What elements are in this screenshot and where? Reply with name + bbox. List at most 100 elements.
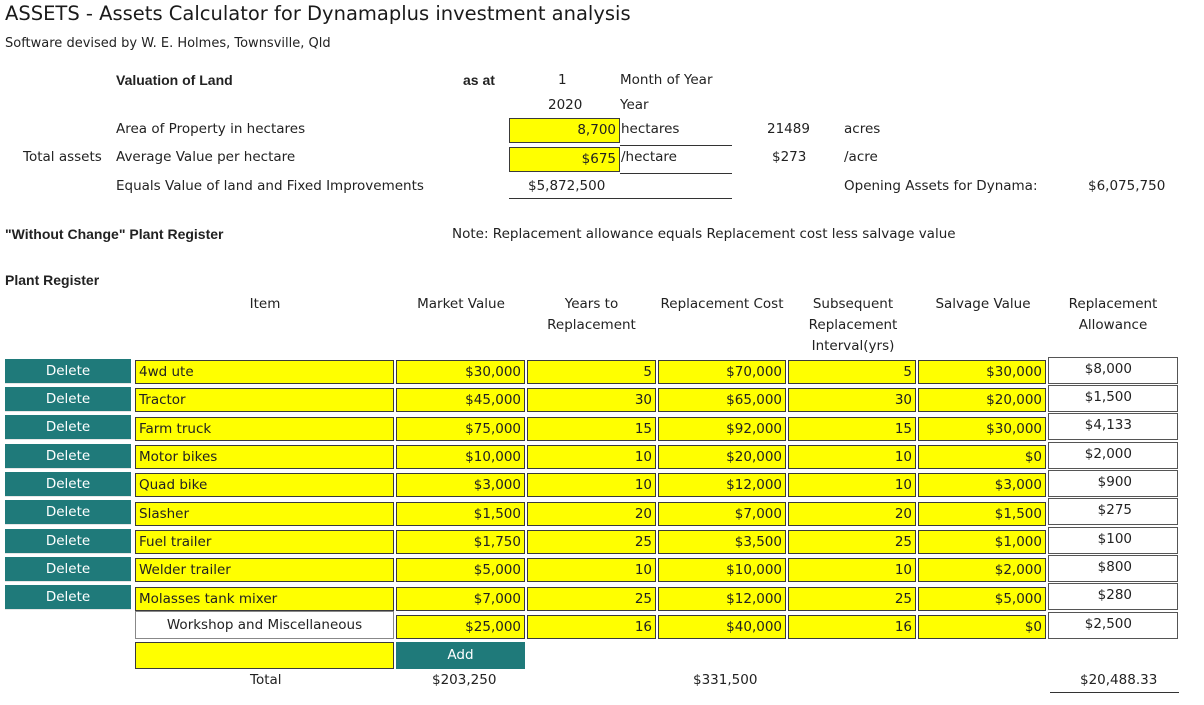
years-input[interactable]: 25 [527, 587, 656, 611]
delete-button[interactable]: Delete [5, 472, 131, 497]
area-unit: hectares [621, 121, 680, 137]
salvage-value-input[interactable]: $3,000 [918, 473, 1046, 497]
replacement-cost-input[interactable]: $7,000 [658, 502, 786, 526]
delete-button[interactable]: Delete [5, 387, 131, 412]
years-input[interactable]: 20 [527, 502, 656, 526]
delete-button[interactable]: Delete [5, 415, 131, 440]
year-value: 2020 [548, 97, 583, 113]
years-input[interactable]: 30 [527, 388, 656, 412]
valuation-heading: Valuation of Land [116, 72, 233, 88]
col-interval-header-2: Replacement [808, 317, 898, 333]
market-value-input[interactable]: $7,000 [396, 587, 525, 611]
col-allowance-header-1: Replacement [1068, 296, 1158, 312]
workshop-interval-input[interactable]: 16 [788, 615, 916, 639]
interval-input[interactable]: 25 [788, 587, 916, 611]
salvage-value-input[interactable]: $20,000 [918, 388, 1046, 412]
workshop-salvage-input[interactable]: $0 [918, 615, 1046, 639]
interval-input[interactable]: 5 [788, 360, 916, 384]
workshop-allowance-cell: $2,500 [1048, 612, 1178, 639]
delete-button[interactable]: Delete [5, 529, 131, 554]
replacement-cost-input[interactable]: $20,000 [658, 445, 786, 469]
years-input[interactable]: 10 [527, 473, 656, 497]
replacement-cost-input[interactable]: $92,000 [658, 417, 786, 441]
interval-input[interactable]: 20 [788, 502, 916, 526]
add-button[interactable]: Add [396, 642, 525, 669]
years-input[interactable]: 5 [527, 360, 656, 384]
years-input[interactable]: 25 [527, 530, 656, 554]
workshop-years-input[interactable]: 16 [527, 615, 656, 639]
salvage-value-input[interactable]: $2,000 [918, 558, 1046, 582]
delete-button[interactable]: Delete [5, 557, 131, 582]
item-name-input[interactable]: Quad bike [135, 473, 394, 497]
market-value-input[interactable]: $1,750 [396, 530, 525, 554]
workshop-label: Workshop and Miscellaneous [135, 611, 394, 639]
app-subtitle: Software devised by W. E. Holmes, Townsv… [5, 36, 331, 51]
item-name-input[interactable]: Tractor [135, 388, 394, 412]
area-acres: 21489 [767, 121, 810, 137]
market-value-input[interactable]: $1,500 [396, 502, 525, 526]
month-value: 1 [558, 72, 567, 88]
replacement-cost-input[interactable]: $70,000 [658, 360, 786, 384]
salvage-value-input[interactable]: $30,000 [918, 417, 1046, 441]
interval-input[interactable]: 15 [788, 417, 916, 441]
market-value-input[interactable]: $30,000 [396, 360, 525, 384]
item-name-input[interactable]: Slasher [135, 502, 394, 526]
allowance-cell: $800 [1048, 555, 1178, 582]
workshop-cost-input[interactable]: $40,000 [658, 615, 786, 639]
interval-input[interactable]: 10 [788, 473, 916, 497]
market-value-input[interactable]: $75,000 [396, 417, 525, 441]
delete-button[interactable]: Delete [5, 359, 131, 384]
interval-input[interactable]: 10 [788, 445, 916, 469]
item-name-input[interactable]: 4wd ute [135, 360, 394, 384]
col-interval-header-3: Interval(yrs) [811, 338, 895, 354]
avg-value-input[interactable]: $675 [509, 147, 620, 172]
avg-label: Average Value per hectare [116, 149, 296, 165]
salvage-value-input[interactable]: $0 [918, 445, 1046, 469]
market-value-input[interactable]: $3,000 [396, 473, 525, 497]
equals-label: Equals Value of land and Fixed Improveme… [116, 178, 424, 194]
item-name-input[interactable]: Molasses tank mixer [135, 587, 394, 611]
delete-button[interactable]: Delete [5, 444, 131, 469]
years-input[interactable]: 15 [527, 417, 656, 441]
market-value-input[interactable]: $45,000 [396, 388, 525, 412]
item-name-input[interactable]: Welder trailer [135, 558, 394, 582]
market-value-input[interactable]: $5,000 [396, 558, 525, 582]
allowance-cell: $8,000 [1048, 357, 1178, 384]
app-title: ASSETS - Assets Calculator for Dynamaplu… [5, 2, 631, 25]
col-salvage-header: Salvage Value [935, 296, 1031, 312]
total-assets-label: Total assets [23, 149, 102, 165]
salvage-value-input[interactable]: $30,000 [918, 360, 1046, 384]
item-name-input[interactable]: Motor bikes [135, 445, 394, 469]
col-interval-header-1: Subsequent [812, 296, 894, 312]
area-input[interactable]: 8,700 [509, 118, 620, 143]
new-item-input[interactable] [135, 642, 394, 669]
years-input[interactable]: 10 [527, 445, 656, 469]
col-item-header: Item [249, 296, 281, 312]
salvage-value-input[interactable]: $1,500 [918, 502, 1046, 526]
delete-button[interactable]: Delete [5, 585, 131, 610]
interval-input[interactable]: 30 [788, 388, 916, 412]
market-value-input[interactable]: $10,000 [396, 445, 525, 469]
allowance-cell: $4,133 [1048, 413, 1178, 440]
col-market-header: Market Value [417, 296, 505, 312]
item-name-input[interactable]: Fuel trailer [135, 530, 394, 554]
replacement-cost-input[interactable]: $12,000 [658, 587, 786, 611]
year-label: Year [620, 97, 649, 113]
allowance-cell: $280 [1048, 583, 1178, 610]
total-allowance-underline [1050, 692, 1179, 693]
interval-input[interactable]: 25 [788, 530, 916, 554]
salvage-value-input[interactable]: $5,000 [918, 587, 1046, 611]
replacement-cost-input[interactable]: $3,500 [658, 530, 786, 554]
as-at-label: as at [463, 72, 495, 88]
replacement-cost-input[interactable]: $10,000 [658, 558, 786, 582]
opening-label: Opening Assets for Dynama: [844, 178, 1038, 194]
delete-button[interactable]: Delete [5, 500, 131, 525]
workshop-market-input[interactable]: $25,000 [396, 615, 525, 639]
item-name-input[interactable]: Farm truck [135, 417, 394, 441]
salvage-value-input[interactable]: $1,000 [918, 530, 1046, 554]
replacement-cost-input[interactable]: $12,000 [658, 473, 786, 497]
interval-input[interactable]: 10 [788, 558, 916, 582]
years-input[interactable]: 10 [527, 558, 656, 582]
replacement-cost-input[interactable]: $65,000 [658, 388, 786, 412]
without-change-heading: "Without Change" Plant Register [5, 226, 224, 242]
